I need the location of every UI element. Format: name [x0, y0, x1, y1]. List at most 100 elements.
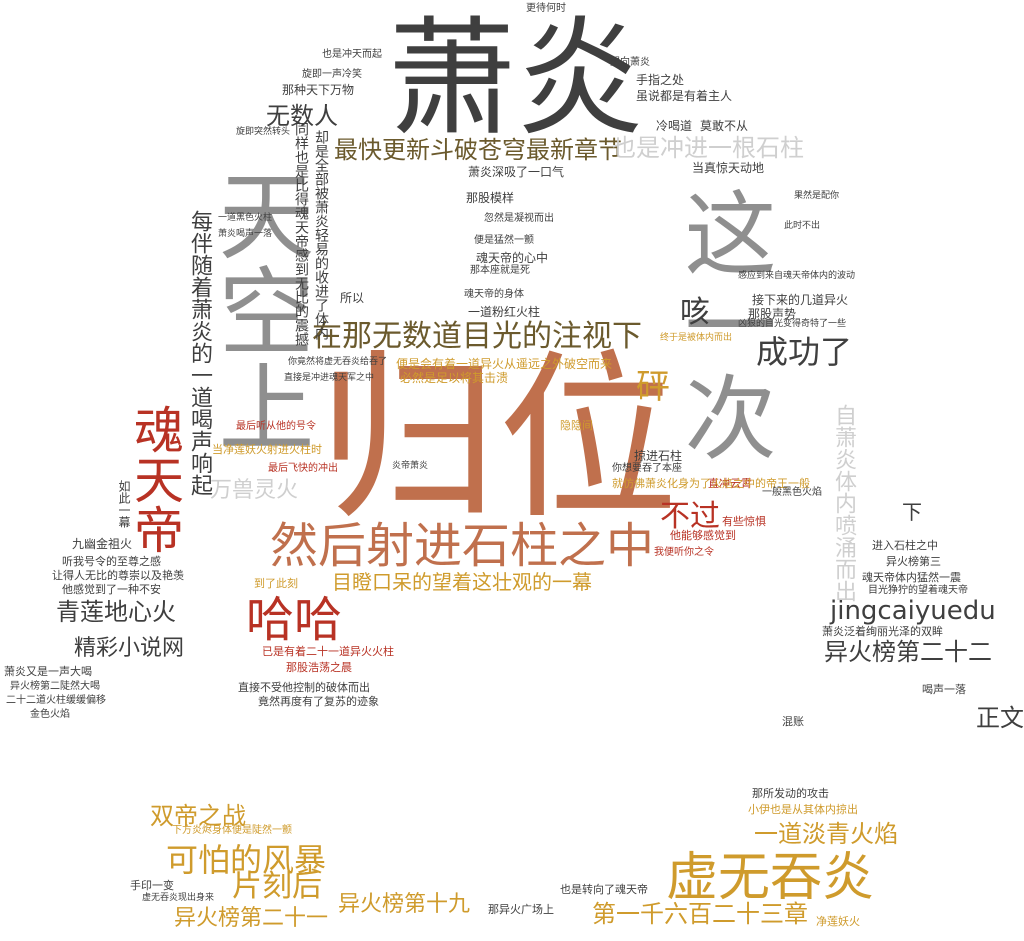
word: 隐隐间 — [560, 419, 593, 432]
word: 咳 — [680, 295, 710, 330]
word: 有些惊惧 — [722, 515, 766, 528]
word: 终于是被体内而出 — [660, 333, 733, 343]
word: 下 — [902, 500, 922, 524]
word: 你竟然将虚无吞炎给吞了 — [288, 357, 388, 367]
word: 虚无吞炎 — [666, 848, 875, 908]
word: jingcaiyuedu — [830, 596, 996, 626]
word: 一道粉红火柱 — [468, 305, 541, 319]
word: 直冲云霄 — [708, 477, 752, 490]
word: 这一次 — [669, 186, 776, 462]
word: 萧炎泛着绚丽光泽的双眸 — [822, 625, 943, 638]
word: 归位 — [318, 335, 679, 544]
word: 炎帝萧炎 — [392, 461, 429, 471]
word: 萧炎 — [388, 5, 645, 154]
word: 直接是冲进魂天军之中 — [284, 373, 375, 383]
word: 同样也是比得魂天帝感到无比的震撼 — [293, 122, 309, 346]
word: 成功了 — [756, 333, 853, 371]
word: 就仿佛萧炎化身为了火焰之中的帝王一般 — [612, 477, 810, 490]
word: 天空上 — [202, 166, 314, 454]
word: 片刻后 — [232, 869, 322, 904]
word: 异火榜第二陡然大喝 — [10, 681, 100, 692]
word: 虚无吞炎现出身来 — [142, 893, 215, 903]
word: 直接不受他控制的破体而出 — [238, 681, 370, 694]
word: 也是冲天而起 — [322, 49, 382, 60]
word: 精彩小说网 — [74, 636, 185, 661]
word: 小伊也是从其体内掠出 — [748, 803, 858, 816]
word: 一般黑色火焰 — [762, 487, 822, 498]
word: 自萧炎体内喷涌而出 — [831, 404, 856, 602]
word: 萧炎又是一声大喝 — [4, 665, 92, 678]
word: 让得人无比的尊崇以及艳羡 — [52, 569, 184, 582]
word: 目瞪口呆的望着这壮观的一幕 — [332, 570, 592, 594]
word: 异火榜第二十一 — [174, 906, 329, 931]
word: 异火榜第二十二 — [824, 638, 992, 666]
word: 金色火焰 — [30, 709, 70, 720]
word: 目光狰狞的望着魂天帝 — [868, 585, 968, 596]
word: 感应到来自魂天帝体内的波动 — [738, 271, 856, 281]
word: 掠进石柱 — [634, 449, 683, 463]
word: 听我号令的至尊之感 — [62, 555, 161, 568]
word: 也是冲进一根石柱 — [612, 134, 804, 162]
word: 你想要吞了本座 — [612, 463, 682, 474]
word: 萧炎喝声一落 — [218, 229, 273, 239]
word: 一道淡青火焰 — [754, 820, 898, 848]
word: 那本座就是死 — [470, 265, 530, 276]
word: 哈哈 — [246, 592, 343, 648]
word: 当净莲妖火射进火柱时 — [212, 443, 322, 456]
word: 便是会有着一道异火从遥远之外破空而来 — [396, 357, 613, 371]
word: 那所发动的攻击 — [752, 787, 829, 800]
word: 最快更新斗破苍穹最新章节 — [334, 136, 622, 164]
word: 青莲地心火 — [56, 598, 176, 626]
word: 双帝之战 — [150, 802, 246, 830]
word: 九幽金祖火 — [72, 537, 133, 551]
word: 魂天帝 — [126, 404, 184, 554]
word: 旋即一声冷笑 — [302, 69, 362, 80]
word: 一道黑色火柱 — [218, 213, 273, 223]
word: 他感觉到了一种不安 — [62, 583, 161, 596]
word: 手印一变 — [130, 879, 174, 892]
word: 异火榜第十九 — [338, 892, 471, 917]
word: 到了此刻 — [254, 577, 298, 590]
word: 然后射进石柱之中 — [270, 518, 655, 574]
word: 凶狠的目光变得奇特了一些 — [738, 319, 847, 329]
word: 接下来的几道异火 — [752, 293, 849, 307]
word: 冷喝道 — [656, 119, 693, 133]
word: 万兽灵火 — [210, 478, 299, 503]
word: 他能够感觉到 — [670, 529, 736, 542]
word: 那异火广场上 — [488, 903, 554, 916]
word: 那股模样 — [466, 191, 515, 205]
word: 手指之处 — [636, 73, 685, 87]
word: 当真惊天动地 — [692, 161, 765, 175]
word: 虽说都是有着主人 — [636, 89, 733, 103]
word: 已是有着二十一道异火火柱 — [262, 645, 394, 658]
word: 却是全部被萧炎轻易的收进了体内 — [313, 130, 329, 340]
word: 每伴随着萧炎的一道喝声响起 — [187, 210, 212, 496]
word: 莫敢不从 — [700, 119, 749, 133]
word: 进入石柱之中 — [872, 539, 938, 552]
word: 二十二道火柱缓缓偏移 — [6, 695, 106, 706]
word: 最后飞快的冲出 — [268, 463, 338, 474]
word: 魂天帝的身体 — [464, 289, 524, 300]
word: 魂天帝体内猛然一震 — [862, 571, 961, 584]
word: 必然是足以将其击溃 — [400, 371, 509, 385]
word: 净莲妖火 — [816, 915, 860, 928]
word: 喝声一落 — [922, 683, 966, 696]
word: 异火榜第三 — [886, 555, 941, 568]
word: 无数人 — [266, 102, 338, 130]
word: 正文 — [976, 704, 1024, 732]
word: 那股声势 — [748, 307, 797, 321]
word: 便是猛然一颤 — [474, 235, 534, 246]
word: 萧炎深吸了一口气 — [468, 165, 565, 179]
word: 在那无数道目光的注视下 — [312, 319, 642, 354]
word: 望向萧炎 — [610, 57, 650, 68]
word: 果然是配你 — [794, 191, 840, 201]
word: 竟然再度有了复苏的迹象 — [258, 695, 379, 708]
word: 忽然是凝视而出 — [484, 213, 554, 224]
word: 不过 — [660, 499, 720, 534]
word: 那种天下万物 — [282, 83, 355, 97]
word: 此时不出 — [784, 221, 821, 231]
word: 最后听从他的号令 — [236, 421, 316, 432]
word: 可怕的风暴 — [166, 841, 327, 879]
word: 下方炎烬身体便是陡然一颤 — [172, 825, 292, 836]
word: 旋即突然转头 — [236, 127, 291, 137]
